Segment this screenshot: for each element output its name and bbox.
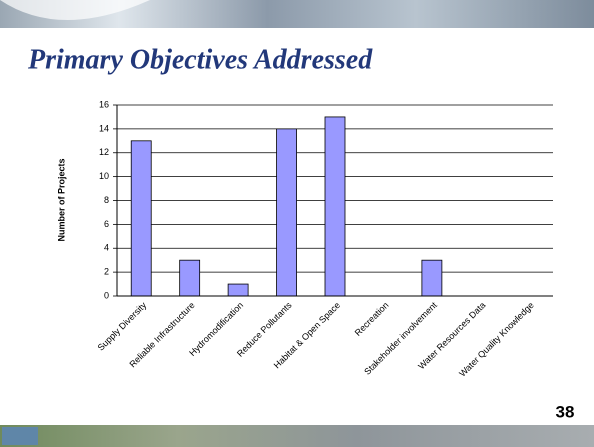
bar bbox=[179, 259, 201, 297]
bar bbox=[324, 116, 346, 297]
y-tick-label: 2 bbox=[104, 267, 109, 277]
y-tick-label: 12 bbox=[99, 147, 109, 157]
banner-decoration bbox=[0, 0, 150, 20]
bar bbox=[130, 140, 152, 297]
y-tick-label: 6 bbox=[104, 219, 109, 229]
y-tick-label: 16 bbox=[99, 99, 109, 109]
bar bbox=[276, 128, 297, 297]
slide-title: Primary Objectives Addressed bbox=[27, 44, 373, 75]
bar bbox=[421, 259, 443, 297]
bottom-banner bbox=[0, 425, 594, 447]
y-tick-label: 8 bbox=[104, 195, 109, 205]
y-tick-label: 14 bbox=[99, 123, 109, 133]
bar bbox=[227, 283, 249, 297]
logo bbox=[2, 427, 38, 445]
y-tick-label: 4 bbox=[104, 243, 109, 253]
y-axis-label: Number of Projects bbox=[56, 158, 66, 241]
y-tick-label: 0 bbox=[104, 290, 109, 300]
page-number: 38 bbox=[556, 402, 575, 421]
y-tick-label: 10 bbox=[99, 171, 109, 181]
